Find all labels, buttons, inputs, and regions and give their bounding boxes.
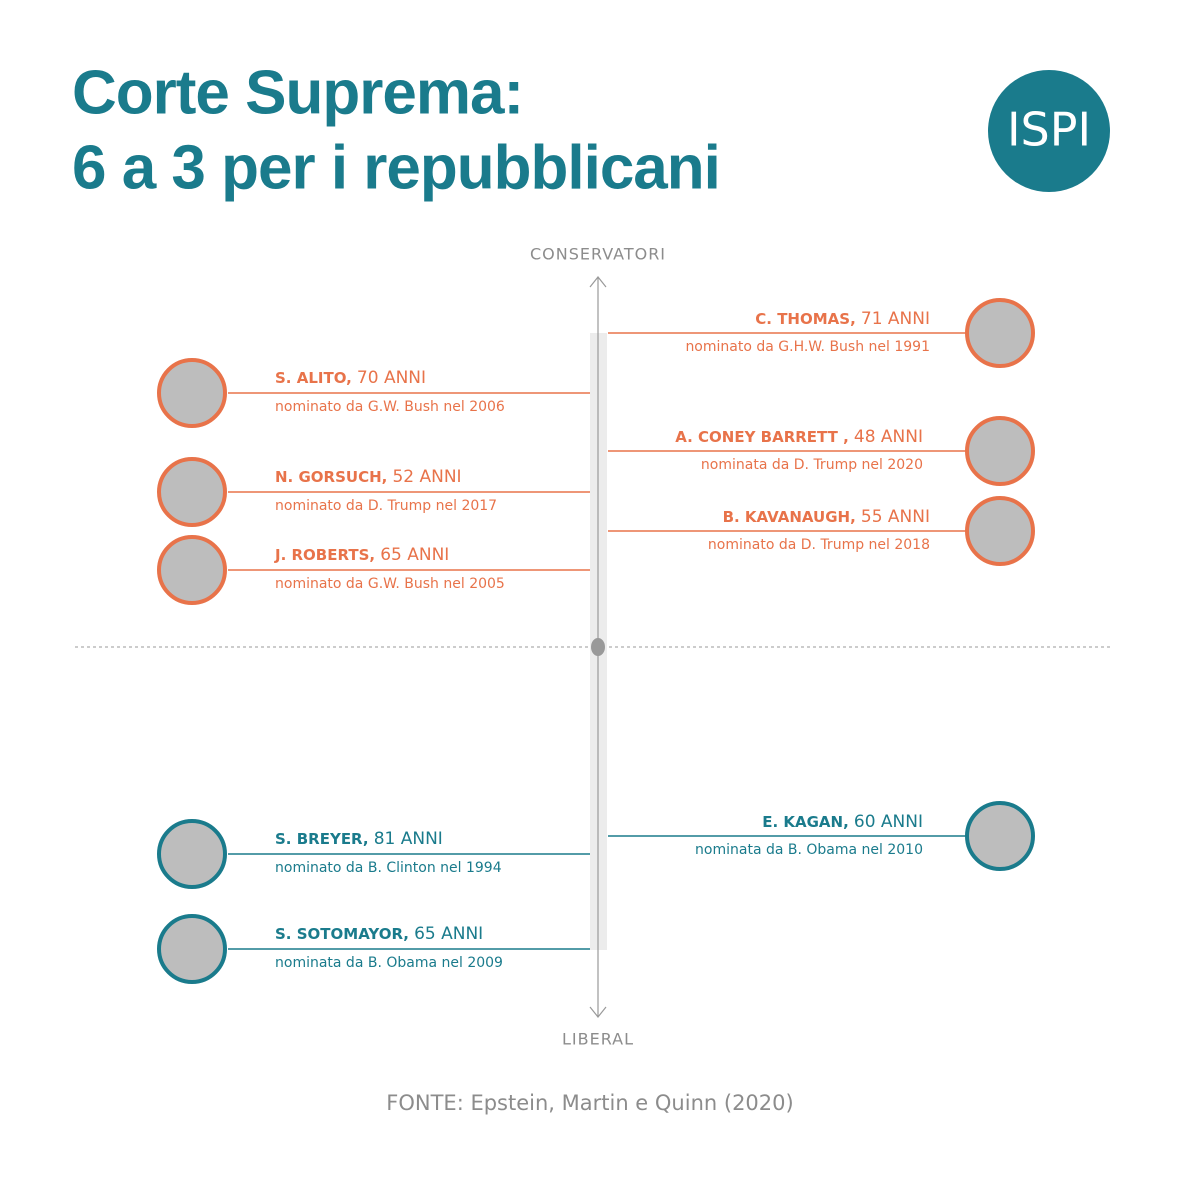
nomination: nominata da B. Obama nel 2009	[275, 955, 503, 971]
name: A. CONEY BARRETT ,	[675, 428, 849, 446]
nomination: nominato da D. Trump nel 2018	[708, 537, 930, 553]
nomination: nominato da B. Clinton nel 1994	[275, 860, 502, 876]
justice-name: S. BREYER, 81 ANNI	[275, 829, 443, 850]
axis-top-label: CONSERVATORI	[530, 245, 666, 264]
justice-name: J. ROBERTS, 65 ANNI	[274, 545, 449, 566]
name: S. BREYER,	[275, 830, 369, 848]
nomination: nominato da G.W. Bush nel 2005	[275, 576, 505, 592]
source: FONTE: Epstein, Martin e Quinn (2020)	[386, 1091, 793, 1115]
justices: C. THOMAS, 71 ANNI nominato da G.H.W. Bus…	[157, 298, 1035, 984]
name: E. KAGAN,	[762, 813, 849, 831]
age: 65 ANNI	[380, 545, 449, 565]
name: S. ALITO,	[275, 369, 352, 387]
age: 48 ANNI	[854, 427, 923, 447]
age: 65 ANNI	[414, 924, 483, 944]
justice-name: N. GORSUCH, 52 ANNI	[275, 467, 462, 488]
age: 70 ANNI	[357, 368, 426, 388]
nomination: nominato da D. Trump nel 2017	[275, 498, 497, 514]
name: S. SOTOMAYOR,	[275, 925, 409, 943]
portrait	[157, 457, 227, 527]
age: 60 ANNI	[854, 812, 923, 832]
name: C. THOMAS,	[755, 310, 856, 328]
arrow-up	[589, 276, 607, 288]
age: 81 ANNI	[374, 829, 443, 849]
portrait	[157, 535, 227, 605]
nomination: nominato da G.H.W. Bush nel 1991	[685, 339, 930, 355]
justice-name: S. ALITO, 70 ANNI	[275, 368, 426, 389]
arrow-down	[589, 1006, 607, 1018]
nomination: nominata da D. Trump nel 2020	[701, 457, 923, 473]
age: 71 ANNI	[861, 309, 930, 329]
age: 55 ANNI	[861, 507, 930, 527]
axis-bottom-label: LIBERAL	[562, 1030, 634, 1049]
justice-name: A. CONEY BARRETT , 48 ANNI	[675, 427, 923, 448]
name: N. GORSUCH,	[275, 468, 387, 486]
title-line: 6 a 3 per i repubblicani	[72, 133, 720, 202]
justice-name: C. THOMAS, 71 ANNI	[755, 309, 930, 330]
logo-circle	[988, 70, 1110, 192]
portrait	[157, 819, 227, 889]
portrait	[157, 358, 227, 428]
portrait	[157, 914, 227, 984]
name: B. KAVANAUGH,	[723, 508, 856, 526]
center-dot	[591, 638, 605, 656]
name: J. ROBERTS,	[274, 546, 375, 564]
justice-name: B. KAVANAUGH, 55 ANNI	[723, 507, 930, 528]
nomination: nominato da G.W. Bush nel 2006	[275, 399, 505, 415]
justice-name: E. KAGAN, 60 ANNI	[762, 812, 923, 833]
portrait	[965, 496, 1035, 566]
logo: ISPI	[1007, 103, 1091, 157]
justice-name: S. SOTOMAYOR, 65 ANNI	[275, 924, 483, 945]
portrait	[965, 801, 1035, 871]
portrait	[965, 298, 1035, 368]
title-line: Corte Suprema:	[72, 58, 523, 127]
portrait	[965, 416, 1035, 486]
nomination: nominata da B. Obama nel 2010	[695, 842, 923, 858]
age: 52 ANNI	[392, 467, 461, 487]
